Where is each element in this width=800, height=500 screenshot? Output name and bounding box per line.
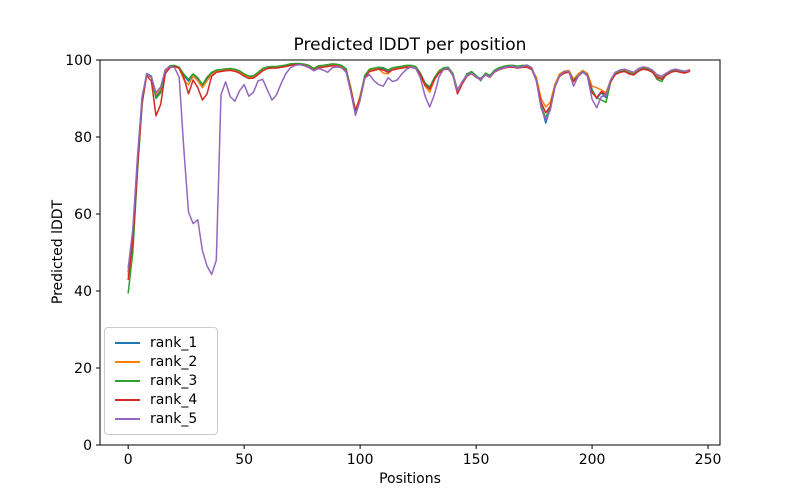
legend-row: rank_1 xyxy=(115,334,209,353)
x-tick-label: 100 xyxy=(347,452,374,468)
y-axis-label: Predicted lDDT xyxy=(50,199,66,304)
x-tick-label: 50 xyxy=(235,452,253,468)
y-tick-label: 40 xyxy=(74,284,92,300)
x-tick-label: 200 xyxy=(579,452,606,468)
legend-line-sample xyxy=(115,379,140,382)
legend-line-sample xyxy=(115,417,140,420)
legend: rank_1 rank_2 rank_3 rank_4 rank_5 xyxy=(104,327,218,435)
legend-line-sample xyxy=(115,342,140,345)
legend-label: rank_3 xyxy=(150,372,198,389)
y-tick-label: 100 xyxy=(65,53,92,69)
legend-line-sample xyxy=(115,361,140,364)
legend-row: rank_5 xyxy=(115,409,209,428)
legend-label: rank_2 xyxy=(150,354,198,371)
y-tick-label: 60 xyxy=(74,207,92,223)
legend-label: rank_5 xyxy=(150,410,198,427)
legend-label: rank_4 xyxy=(150,391,198,408)
series-lines xyxy=(127,62,691,294)
x-axis-label: Positions xyxy=(379,471,441,487)
legend-label: rank_1 xyxy=(150,335,198,352)
y-tick-label: 20 xyxy=(74,361,92,377)
legend-row: rank_2 xyxy=(115,353,209,372)
y-tick-label: 0 xyxy=(83,438,92,454)
y-tick-label: 80 xyxy=(74,130,92,146)
chart-title: Predicted lDDT per position xyxy=(294,35,527,55)
legend-row: rank_4 xyxy=(115,390,209,409)
x-tick-label: 250 xyxy=(695,452,722,468)
series-line-rank_5 xyxy=(127,63,691,276)
x-tick-label: 150 xyxy=(463,452,490,468)
axis-ticks: 0 50 100 150 200 250 0 20 40 60 80 100 xyxy=(65,53,721,468)
legend-line-sample xyxy=(115,398,140,401)
x-tick-label: 0 xyxy=(124,452,133,468)
axes-spines xyxy=(99,59,721,446)
legend-row: rank_3 xyxy=(115,372,209,391)
